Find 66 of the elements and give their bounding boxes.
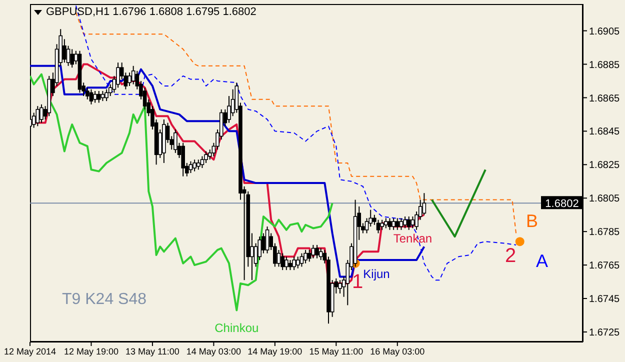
- x-tick-label: 14 May 03:00: [186, 346, 241, 356]
- candlestick: [40, 104, 44, 124]
- candlestick: [311, 244, 316, 259]
- y-tick-label: 1.6785: [589, 227, 620, 238]
- candlestick: [276, 249, 281, 268]
- candlestick: [89, 88, 94, 105]
- x-tick-label: 14 May 19:00: [248, 346, 302, 356]
- annotation: 2: [505, 245, 516, 267]
- y-tick-label: 1.6845: [589, 126, 620, 138]
- annotation: 1: [352, 271, 364, 293]
- y-tick-label: 1.6825: [589, 160, 620, 172]
- candlestick: [181, 142, 185, 177]
- series-label: Chinkou: [214, 321, 259, 336]
- ref-line-label: 1.6802: [545, 198, 579, 210]
- candlestick: [192, 159, 196, 172]
- candlestick: [296, 256, 300, 269]
- candlestick: [406, 216, 411, 230]
- candlestick: [104, 88, 108, 102]
- series-label: B: [526, 211, 538, 232]
- candlestick: [388, 218, 392, 230]
- candlestick: [300, 252, 304, 268]
- candlestick: [318, 248, 323, 261]
- y-tick-label: 1.6885: [589, 60, 620, 71]
- candlestick: [100, 90, 105, 102]
- candlestick: [265, 226, 270, 254]
- candlestick: [338, 280, 342, 294]
- candlestick: [376, 219, 380, 234]
- candlestick: [403, 216, 407, 229]
- annotation: T9 K24 S48: [62, 291, 146, 308]
- candlestick: [304, 249, 308, 264]
- x-tick-label: 16 May 03:00: [370, 346, 425, 356]
- candlestick: [410, 216, 415, 229]
- candlestick: [288, 260, 292, 271]
- candlestick: [36, 106, 40, 127]
- candlestick: [196, 159, 200, 170]
- x-tick-label: 15 May 11:00: [309, 346, 364, 356]
- series-label: Tenkan: [393, 232, 432, 246]
- line-series: [30, 73, 334, 312]
- x-tick-label: 12 May 2014: [4, 346, 56, 356]
- candlestick: [307, 249, 312, 262]
- candlestick: [70, 48, 74, 68]
- y-tick-label: 1.6905: [589, 26, 620, 38]
- candlestick: [62, 38, 66, 64]
- candlestick: [96, 90, 101, 104]
- y-tick-label: 1.6865: [589, 93, 620, 104]
- y-tick-label: 1.6765: [589, 260, 620, 272]
- y-tick-label: 1.6745: [589, 294, 620, 306]
- candlestick: [395, 218, 400, 230]
- candlestick: [116, 62, 120, 88]
- candlestick: [93, 90, 97, 104]
- candlestick: [384, 218, 388, 229]
- candlestick: [315, 244, 319, 259]
- candlestick: [292, 256, 296, 271]
- y-tick-label: 1.6805: [589, 194, 620, 205]
- x-tick-label: 13 May 11:00: [126, 346, 180, 356]
- candlestick: [380, 219, 384, 230]
- chart-title: GBPUSD,H1 1.6796 1.6808 1.6795 1.6802: [46, 6, 256, 18]
- candlestick: [188, 160, 193, 174]
- candlestick: [284, 256, 288, 271]
- x-tick-label: 12 May 19:00: [64, 346, 119, 356]
- candlestick: [280, 252, 284, 271]
- series-label: Kijun: [363, 267, 390, 282]
- y-tick-label: 1.6725: [589, 328, 620, 339]
- series-label: A: [536, 250, 548, 271]
- candlestick: [392, 218, 396, 230]
- candlestick: [399, 218, 404, 230]
